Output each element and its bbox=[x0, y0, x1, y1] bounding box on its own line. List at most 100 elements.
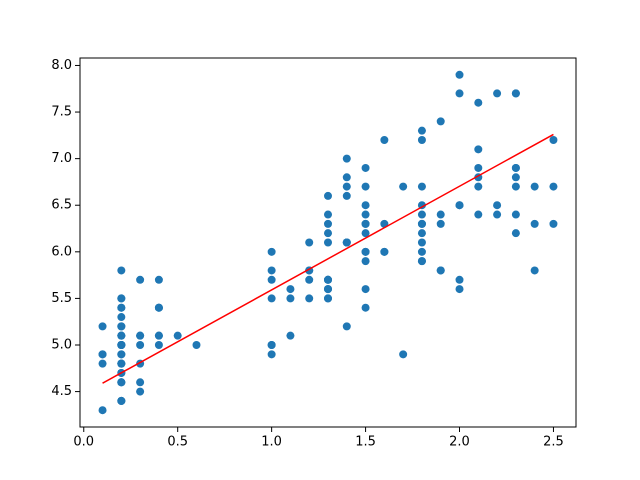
point bbox=[136, 341, 145, 349]
point bbox=[399, 350, 408, 359]
point bbox=[117, 359, 126, 368]
point bbox=[361, 257, 370, 266]
point bbox=[530, 219, 539, 228]
point bbox=[361, 163, 370, 172]
point bbox=[267, 247, 276, 256]
point bbox=[417, 229, 426, 238]
point bbox=[530, 266, 539, 275]
point bbox=[417, 219, 426, 228]
y-tick-label: 7.0 bbox=[51, 151, 72, 166]
point bbox=[117, 341, 126, 349]
point bbox=[324, 285, 332, 294]
point bbox=[511, 182, 520, 191]
x-tick-label: 1.0 bbox=[261, 435, 282, 450]
point bbox=[511, 173, 520, 182]
point bbox=[342, 154, 351, 163]
point bbox=[455, 285, 464, 294]
point bbox=[417, 210, 426, 219]
x-tick-label: 0.0 bbox=[73, 435, 94, 450]
point bbox=[549, 136, 558, 144]
point bbox=[117, 322, 126, 331]
y-tick-label: 7.5 bbox=[51, 105, 72, 120]
point bbox=[117, 396, 126, 405]
point bbox=[549, 182, 558, 191]
point bbox=[474, 210, 483, 219]
point bbox=[324, 219, 332, 228]
point bbox=[324, 191, 332, 200]
point bbox=[380, 136, 389, 144]
y-tick-label: 4.5 bbox=[51, 384, 72, 399]
point bbox=[117, 378, 126, 387]
point bbox=[324, 229, 332, 238]
point bbox=[136, 387, 145, 396]
point bbox=[511, 210, 520, 219]
point bbox=[361, 247, 370, 256]
point bbox=[324, 238, 332, 247]
point bbox=[361, 285, 370, 294]
point bbox=[455, 89, 464, 98]
point bbox=[530, 182, 539, 191]
point bbox=[154, 331, 163, 340]
point bbox=[98, 350, 107, 359]
point bbox=[417, 182, 426, 191]
point bbox=[493, 201, 502, 210]
point bbox=[117, 294, 126, 303]
point bbox=[267, 341, 276, 349]
point bbox=[324, 210, 332, 219]
point bbox=[117, 266, 126, 275]
point bbox=[380, 247, 389, 256]
point bbox=[361, 219, 370, 228]
point bbox=[286, 285, 295, 294]
point bbox=[361, 201, 370, 210]
point bbox=[474, 182, 483, 191]
point bbox=[342, 191, 351, 200]
point bbox=[154, 275, 163, 284]
point bbox=[342, 182, 351, 191]
point bbox=[286, 331, 295, 340]
point bbox=[493, 210, 502, 219]
point bbox=[361, 210, 370, 219]
point bbox=[417, 238, 426, 247]
point bbox=[305, 294, 314, 303]
point bbox=[474, 145, 483, 154]
point bbox=[324, 294, 332, 303]
y-tick-label: 5.0 bbox=[51, 338, 72, 353]
point bbox=[399, 182, 408, 191]
point bbox=[474, 163, 483, 172]
x-tick-label: 0.5 bbox=[167, 435, 188, 450]
point bbox=[267, 350, 276, 359]
y-tick-label: 6.5 bbox=[51, 198, 72, 213]
point bbox=[267, 275, 276, 284]
point bbox=[436, 219, 445, 228]
point bbox=[267, 266, 276, 275]
point bbox=[136, 378, 145, 387]
point bbox=[154, 303, 163, 312]
point bbox=[436, 266, 445, 275]
point bbox=[455, 275, 464, 284]
point bbox=[98, 322, 107, 331]
point bbox=[342, 238, 351, 247]
point bbox=[361, 303, 370, 312]
point bbox=[267, 294, 276, 303]
y-tick-label: 6.0 bbox=[51, 244, 72, 259]
point bbox=[436, 210, 445, 219]
point bbox=[98, 406, 107, 415]
point bbox=[455, 70, 464, 79]
point bbox=[361, 229, 370, 238]
point bbox=[549, 219, 558, 228]
x-tick-label: 2.0 bbox=[449, 435, 470, 450]
point bbox=[117, 350, 126, 359]
point bbox=[136, 331, 145, 340]
x-tick-label: 1.5 bbox=[355, 435, 376, 450]
point bbox=[436, 117, 445, 126]
point bbox=[117, 331, 126, 340]
plot-frame bbox=[79, 57, 577, 428]
point bbox=[324, 275, 332, 284]
point bbox=[511, 163, 520, 172]
point bbox=[136, 275, 145, 284]
point bbox=[173, 331, 182, 340]
point bbox=[192, 341, 201, 349]
point bbox=[511, 229, 520, 238]
